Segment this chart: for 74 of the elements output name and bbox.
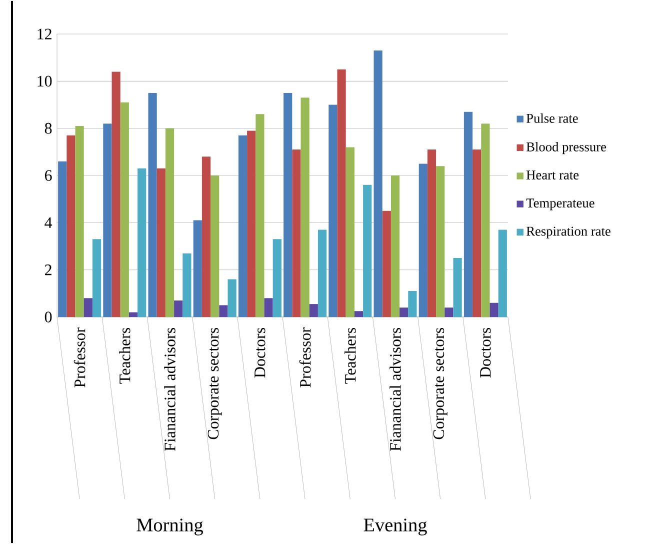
y-tick-label: 4 xyxy=(44,217,52,228)
bar xyxy=(272,239,282,318)
y-tick-label: 0 xyxy=(44,312,52,322)
legend-label: Temperateue xyxy=(526,198,594,210)
legend-label: Blood pressure xyxy=(526,142,606,154)
bar xyxy=(228,279,236,318)
y-tick-label: 10 xyxy=(38,76,52,87)
y-tick-label: 6 xyxy=(44,170,52,181)
x-tick-label: Teachers xyxy=(119,328,130,384)
x-tick-label: Corporate sectors xyxy=(433,328,448,440)
x-tick-label: Fianancial advisors xyxy=(390,328,401,451)
bar xyxy=(193,220,202,318)
bar xyxy=(318,230,327,318)
bar xyxy=(472,150,482,318)
bar xyxy=(103,124,112,318)
legend-label: Heart rate xyxy=(526,170,579,180)
bar xyxy=(138,168,146,318)
bar xyxy=(148,92,157,318)
bar xyxy=(84,298,92,318)
bar xyxy=(382,210,391,318)
bar xyxy=(436,166,445,318)
y-tick-label: 8 xyxy=(44,122,52,134)
bar xyxy=(498,230,507,318)
x-tick-label: Fianancial advisors xyxy=(164,328,176,451)
bar xyxy=(400,308,408,318)
x-tick-label: Corporate sectors xyxy=(208,328,222,440)
bar xyxy=(363,184,372,318)
bar xyxy=(156,168,166,318)
x-tick-label: Doctors xyxy=(254,328,266,378)
y-tick-label: 12 xyxy=(38,28,52,40)
bar xyxy=(174,300,183,318)
bar xyxy=(165,128,174,318)
bar xyxy=(75,126,84,318)
bar xyxy=(346,147,354,318)
bar xyxy=(238,135,248,318)
x-tick-label: Doctors xyxy=(480,328,491,378)
bar xyxy=(337,69,346,318)
bar xyxy=(481,124,490,318)
bar xyxy=(444,308,454,318)
bar xyxy=(418,164,428,318)
bar xyxy=(328,104,338,318)
bar xyxy=(284,92,292,318)
bar xyxy=(309,304,318,318)
bar xyxy=(292,150,301,318)
bar xyxy=(464,112,473,318)
bar xyxy=(354,311,364,318)
bar xyxy=(120,102,129,318)
bar xyxy=(390,176,400,318)
legend-label: Respiration rate xyxy=(526,226,610,238)
bar xyxy=(202,156,211,318)
x-tick-label: Teachers xyxy=(344,328,356,384)
x-tick-label: Professor xyxy=(299,328,311,388)
bar xyxy=(247,130,256,318)
bar xyxy=(490,302,498,318)
bar xyxy=(92,239,102,318)
bar xyxy=(264,298,273,318)
bar xyxy=(210,176,220,318)
bar xyxy=(408,291,417,318)
bar xyxy=(112,72,120,318)
y-tick-label: 2 xyxy=(45,264,52,276)
bar xyxy=(182,253,192,318)
bar xyxy=(374,50,382,318)
text: Morning xyxy=(136,518,203,536)
bar xyxy=(256,114,264,318)
bar xyxy=(427,150,436,318)
bar xyxy=(453,258,462,318)
bar xyxy=(66,135,76,318)
legend-label: Pulse rate xyxy=(526,113,578,123)
text: Evening xyxy=(364,518,427,536)
bar xyxy=(58,161,67,318)
bar xyxy=(128,312,138,318)
bar xyxy=(219,305,228,318)
x-tick-label: Professor xyxy=(74,328,86,388)
bar xyxy=(300,98,310,318)
